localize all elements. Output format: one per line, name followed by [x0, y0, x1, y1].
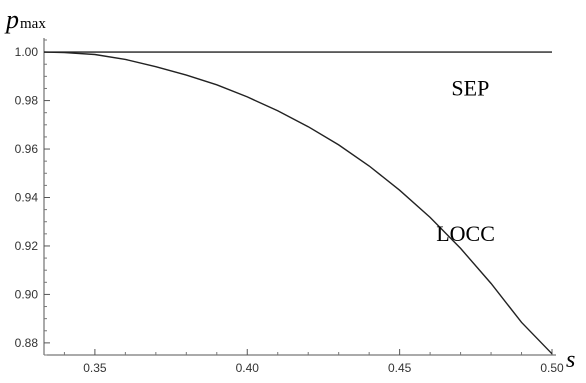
y-tick-label: 1.00 [15, 45, 39, 59]
x-tick-label: 0.50 [540, 361, 564, 375]
y-tick-label: 0.98 [15, 94, 39, 108]
axes: 0.88 0.90 0.92 0.94 0.96 0.98 1.00 0.35 0.40 0.45… [15, 38, 564, 375]
x-axis-title: s [566, 347, 575, 373]
y-tick-label: 0.92 [15, 239, 39, 253]
x-tick-label: 0.40 [236, 361, 260, 375]
annotations: SEP LOCC [436, 76, 495, 246]
annotation-locc: LOCC [436, 221, 495, 246]
y-tick-label: 0.88 [15, 336, 39, 350]
annotation-sep: SEP [451, 76, 489, 101]
y-tick-label: 0.94 [15, 191, 39, 205]
y-axis-title: pmax [4, 5, 46, 34]
series-line-locc [43, 51, 553, 355]
x-tick-label: 0.45 [388, 361, 412, 375]
y-tick-label: 0.90 [15, 287, 39, 301]
series-group [43, 51, 553, 355]
x-tick-label: 0.35 [83, 361, 107, 375]
y-tick-label: 0.96 [15, 142, 39, 156]
